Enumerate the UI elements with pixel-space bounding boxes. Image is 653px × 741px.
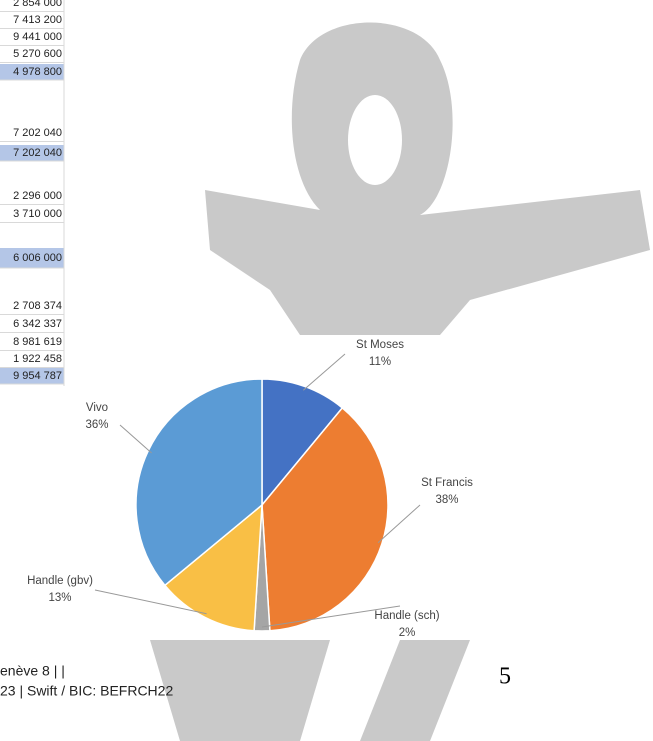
table-cell: 4 978 800 xyxy=(13,66,62,78)
table-cell: 5 270 600 xyxy=(13,48,62,60)
slice-label: St Francis xyxy=(421,477,473,489)
table-cell: 2 296 000 xyxy=(13,190,62,202)
slice-label: Vivo xyxy=(86,402,108,414)
slice-value-label: 11% xyxy=(369,356,391,368)
table-cell: 6 342 337 xyxy=(13,318,62,330)
slice-label: Handle (sch) xyxy=(374,610,439,622)
slice-label: Handle (gbv) xyxy=(27,575,93,587)
table-cell: 1 922 458 xyxy=(13,353,62,365)
table-cell: 2 708 374 xyxy=(13,300,62,312)
table-cell: 9 441 000 xyxy=(13,31,62,43)
table-cell: 6 006 000 xyxy=(13,252,62,264)
table-cell: 7 202 040 xyxy=(13,147,62,159)
leader-line xyxy=(120,425,152,453)
table-cell: 3 710 000 xyxy=(13,208,62,220)
slice-label: St Moses xyxy=(356,339,404,351)
slice-value-label: 2% xyxy=(399,627,416,639)
table-cell: 8 981 619 xyxy=(13,336,62,348)
table-cell: 2 854 000 xyxy=(13,0,62,9)
leader-line xyxy=(303,354,345,390)
footer-line: enève 8 | | xyxy=(0,663,65,679)
slice-value-label: 36% xyxy=(85,419,108,431)
page-number: 5 xyxy=(499,664,511,690)
pie-chart: St Moses 11% St Francis 38% Handle (sch) 2% Ha… xyxy=(27,339,473,639)
page: 2 854 000 7 413 200 9 441 000 5 270 600 4 97… xyxy=(0,0,653,741)
table-cell: 9 954 787 xyxy=(13,370,62,382)
table-cell: 7 202 040 xyxy=(13,127,62,139)
table: 2 854 000 7 413 200 9 441 000 5 270 600 4 97… xyxy=(0,0,64,386)
table-cell: 7 413 200 xyxy=(13,14,62,26)
slice-value-label: 38% xyxy=(435,494,458,506)
footer-line: 23 | Swift / BIC: BEFRCH22 xyxy=(0,683,173,699)
slice-value-label: 13% xyxy=(48,592,71,604)
